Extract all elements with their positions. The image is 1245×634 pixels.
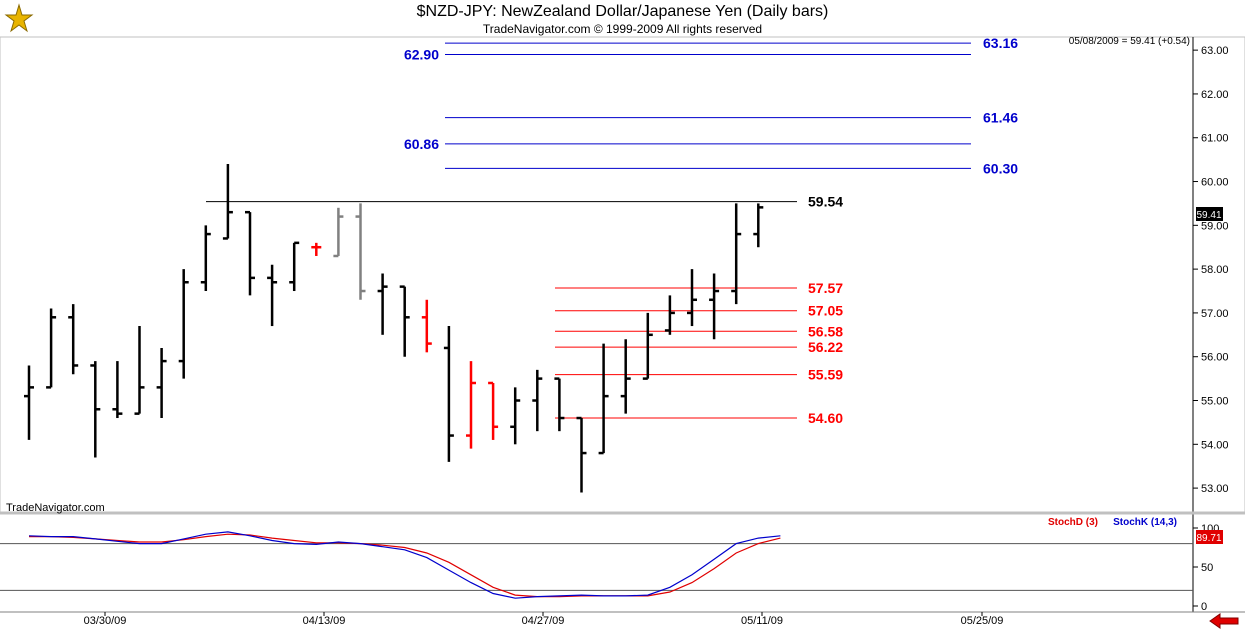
date-x-axis: 03/30/09 04/13/09 04/27/09 05/11/09 05/25/09: [84, 612, 1004, 627]
ohlc-bar: [333, 207, 344, 258]
stoch-tick-label: 50: [1201, 562, 1213, 574]
scroll-back-arrow-icon[interactable]: [1208, 613, 1240, 629]
ohlc-bar: [466, 361, 476, 449]
level-label: 56.58: [808, 323, 843, 339]
level-label: 56.22: [808, 339, 843, 355]
ohlc-bars: [24, 164, 764, 493]
y-tick-label: 63.00: [1201, 45, 1229, 57]
x-tick-label: 04/13/09: [303, 615, 346, 627]
copyright-text: TradeNavigator.com © 1999-2009 All right…: [482, 22, 763, 36]
ohlc-bar: [598, 343, 609, 455]
ohlc-bar: [46, 308, 57, 389]
ohlc-bar: [709, 273, 720, 340]
ohlc-bar: [532, 369, 543, 432]
ohlc-bar: [68, 304, 79, 375]
y-tick-label: 53.00: [1201, 483, 1229, 495]
ohlc-bar: [112, 361, 123, 419]
fibonacci-levels: 63.16 62.90 61.46 60.86 60.30 59.54 57.57 57.05…: [206, 35, 1018, 426]
y-tick-label: 57.00: [1201, 308, 1229, 320]
ohlc-bar: [267, 264, 278, 327]
ohlc-bar: [311, 242, 322, 256]
ohlc-bar: [664, 295, 675, 335]
level-label: 63.16: [983, 35, 1018, 51]
x-tick-label: 05/25/09: [961, 615, 1004, 627]
y-tick-label: 62.00: [1201, 89, 1229, 101]
x-tick-label: 03/30/09: [84, 615, 127, 627]
stoch-d-line: [29, 533, 781, 598]
level-label: 61.46: [983, 110, 1018, 126]
level-label: 62.90: [404, 47, 439, 63]
ohlc-bar: [134, 326, 145, 415]
y-tick-label: 59.00: [1201, 220, 1229, 232]
chart-title: $NZD-JPY: NewZealand Dollar/Japanese Yen…: [416, 3, 829, 20]
ohlc-bar: [399, 285, 410, 357]
ohlc-bar: [222, 164, 233, 240]
ohlc-bar: [620, 339, 631, 414]
level-label: 57.57: [808, 280, 843, 296]
ohlc-bar: [554, 377, 565, 432]
ohlc-bar: [510, 387, 521, 445]
ohlc-bar: [24, 365, 34, 440]
ohlc-bar: [753, 203, 764, 248]
level-label: 55.59: [808, 367, 843, 383]
stoch-last-tag: 89.71: [1196, 533, 1221, 544]
ohlc-bar: [488, 381, 499, 440]
ohlc-bar: [377, 273, 388, 335]
y-tick-label: 61.00: [1201, 133, 1229, 145]
level-label: 60.86: [404, 136, 439, 152]
ohlc-bar: [443, 326, 454, 462]
quote-readout: 05/08/2009 = 59.41 (+0.54): [1069, 36, 1190, 47]
last-price-tag: 59.41: [1196, 210, 1221, 221]
ohlc-bar: [289, 241, 300, 292]
stoch-k-label: StochK (14,3): [1113, 517, 1177, 528]
ohlc-bar: [355, 203, 366, 300]
ohlc-bar: [687, 269, 697, 327]
stoch-tick-label: 0: [1201, 601, 1207, 613]
trade-navigator-logo-icon: [4, 3, 34, 33]
ohlc-bar: [642, 312, 653, 380]
y-tick-label: 56.00: [1201, 352, 1229, 364]
y-tick-label: 60.00: [1201, 177, 1229, 189]
ohlc-bar: [731, 203, 742, 305]
ohlc-bar: [90, 361, 101, 458]
ohlc-bar: [245, 210, 255, 296]
y-tick-label: 54.00: [1201, 439, 1229, 451]
x-tick-label: 05/11/09: [741, 615, 783, 627]
ohlc-bar: [178, 269, 189, 379]
y-tick-label: 55.00: [1201, 396, 1229, 408]
ohlc-bar: [200, 225, 211, 292]
x-tick-label: 04/27/09: [522, 615, 565, 627]
y-tick-label: 58.00: [1201, 264, 1229, 276]
ohlc-bar: [421, 299, 432, 353]
ohlc-bar: [576, 416, 587, 493]
level-label: 60.30: [983, 160, 1018, 176]
watermark-text: TradeNavigator.com: [6, 502, 105, 514]
stoch-d-label: StochD (3): [1048, 517, 1098, 528]
level-label: 54.60: [808, 410, 843, 426]
price-y-axis: 53.00 54.00 55.00 56.00 57.00 58.00 59.00 60.00…: [1193, 45, 1229, 495]
level-label: 59.54: [808, 194, 843, 210]
ohlc-bar: [156, 347, 167, 419]
level-label: 57.05: [808, 303, 843, 319]
stoch-k-line: [28, 531, 781, 599]
